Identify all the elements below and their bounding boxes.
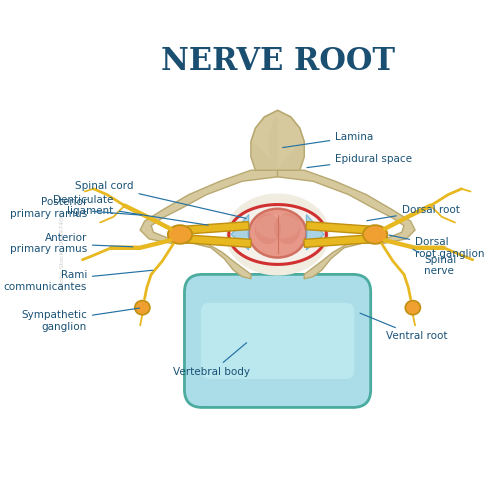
- Polygon shape: [186, 222, 249, 234]
- Ellipse shape: [168, 225, 192, 244]
- Polygon shape: [304, 235, 369, 248]
- Text: Vertebral body: Vertebral body: [174, 342, 250, 377]
- FancyBboxPatch shape: [184, 274, 370, 407]
- Text: Ventral root: Ventral root: [360, 313, 448, 342]
- Text: Posterior
primary ramus: Posterior primary ramus: [10, 197, 142, 218]
- Ellipse shape: [226, 194, 330, 276]
- Text: Denticulate
ligament: Denticulate ligament: [53, 195, 208, 225]
- Text: Epidural space: Epidural space: [307, 154, 412, 168]
- Ellipse shape: [406, 300, 420, 314]
- Polygon shape: [251, 142, 278, 170]
- Text: NERVE ROOT: NERVE ROOT: [160, 46, 394, 77]
- Text: Rami
communicantes: Rami communicantes: [4, 270, 153, 292]
- Ellipse shape: [274, 213, 300, 244]
- Text: Spinal cord: Spinal cord: [75, 180, 246, 218]
- Ellipse shape: [363, 225, 388, 244]
- Text: Anterior
primary ramus: Anterior primary ramus: [10, 232, 133, 254]
- Text: Spinal
nerve: Spinal nerve: [413, 249, 456, 276]
- Polygon shape: [278, 142, 304, 170]
- Polygon shape: [306, 214, 324, 250]
- Polygon shape: [140, 170, 278, 279]
- Polygon shape: [251, 110, 304, 170]
- Polygon shape: [186, 235, 252, 248]
- Ellipse shape: [256, 214, 300, 238]
- Text: Sympathetic
ganglion: Sympathetic ganglion: [21, 308, 140, 332]
- Polygon shape: [278, 170, 415, 279]
- Text: Dorsal root: Dorsal root: [367, 205, 460, 220]
- Polygon shape: [231, 214, 249, 250]
- Ellipse shape: [254, 213, 281, 244]
- Text: Adobe Stock   316974085: Adobe Stock 316974085: [60, 210, 65, 290]
- Polygon shape: [268, 115, 278, 168]
- Ellipse shape: [135, 300, 150, 314]
- FancyBboxPatch shape: [201, 303, 354, 379]
- Text: Lamina: Lamina: [282, 132, 374, 148]
- Ellipse shape: [249, 209, 306, 258]
- Polygon shape: [306, 222, 369, 234]
- Text: Dorsal
root ganglion: Dorsal root ganglion: [389, 235, 484, 258]
- Polygon shape: [229, 204, 326, 264]
